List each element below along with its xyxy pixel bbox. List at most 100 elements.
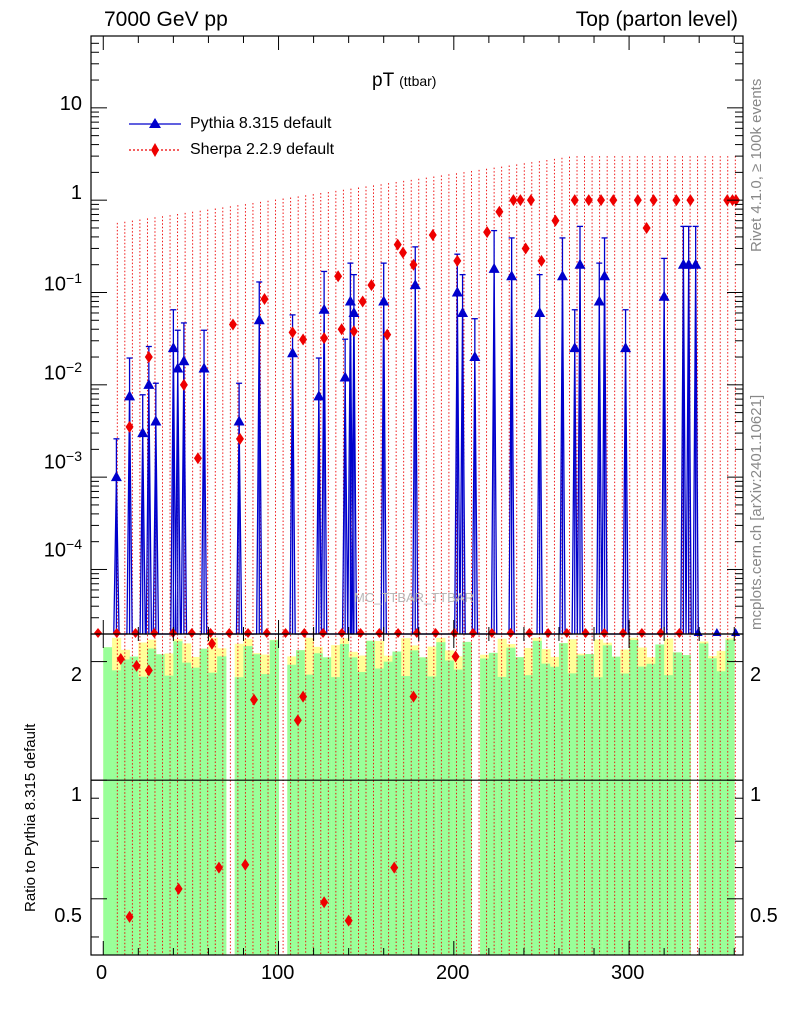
sherpa-zero-point — [225, 628, 234, 638]
main-y-tick-1: 1 — [70, 182, 82, 204]
sherpa-zero-point — [431, 628, 440, 638]
band-inner-bin — [515, 657, 525, 955]
legend-markers — [129, 118, 181, 157]
x-tick-200: 200 — [436, 962, 470, 984]
sherpa-zero-point — [319, 628, 328, 638]
sherpa-point — [288, 326, 297, 339]
pythia-point — [339, 371, 351, 382]
band-inner-bin — [629, 639, 639, 955]
ratio-y-tick-2-left: 2 — [70, 664, 82, 686]
band-inner-bin — [585, 654, 595, 955]
band-inner-bin — [664, 675, 674, 955]
sherpa-point — [334, 270, 343, 283]
sherpa-point — [125, 420, 134, 433]
pythia-line — [113, 264, 699, 635]
pythia-zero-point — [731, 628, 741, 636]
sherpa-zero-point — [131, 628, 140, 638]
ratio-point — [132, 659, 141, 672]
chart-title-main: pT — [372, 70, 394, 91]
ratio-frame — [90, 633, 744, 956]
sherpa-point — [320, 332, 329, 345]
band-inner-bin — [594, 677, 604, 955]
ratio-point — [144, 664, 153, 677]
sherpa-zero-point — [544, 628, 553, 638]
ratio-point — [116, 653, 125, 666]
x-tick-0: 0 — [96, 962, 108, 984]
band-inner-bin — [558, 643, 569, 955]
pythia-point — [318, 303, 330, 314]
pythia-point — [534, 306, 546, 317]
band-inner-bin — [497, 676, 507, 955]
sherpa-point — [633, 194, 642, 207]
main-y-tick-10: 10 — [59, 93, 82, 115]
sherpa-point — [551, 214, 560, 227]
axes-frame — [90, 35, 744, 956]
sherpa-point — [609, 194, 618, 207]
band-inner-bin — [523, 675, 534, 955]
ratio-y-tick-0.5-right: 0.5 — [750, 905, 778, 927]
band-inner-bin — [699, 643, 709, 955]
pythia-point — [233, 415, 245, 426]
band-inner-bin — [488, 652, 499, 955]
band-inner-bin — [339, 643, 350, 955]
main-y-tick-1e-3: 10−3 — [43, 448, 82, 474]
ratio-point — [250, 693, 258, 706]
sherpa-zero-point — [656, 628, 665, 638]
band-inner-bin — [707, 658, 718, 955]
sherpa-point — [672, 194, 681, 207]
sherpa-point — [526, 194, 535, 207]
header-right: Top (parton level) — [575, 8, 738, 31]
ratio-point — [344, 914, 353, 927]
ratio-point — [451, 650, 460, 663]
sherpa-point — [393, 238, 402, 251]
pythia-point — [178, 355, 190, 366]
sherpa-point — [483, 226, 492, 239]
main-y-tick-1e-4: 10−4 — [43, 536, 82, 562]
band-inner-bin — [366, 640, 376, 955]
sherpa-point — [367, 279, 376, 292]
sherpa-zero-point — [469, 628, 478, 638]
band-inner-bin — [103, 647, 113, 955]
sherpa-zero-point — [112, 628, 121, 638]
ratio-point — [207, 637, 216, 650]
band-inner-bin — [646, 663, 656, 955]
sherpa-point — [179, 378, 188, 391]
mcplots-reference-label: mcplots.cern.ch [arXiv:2401.10621] — [748, 394, 765, 630]
sherpa-point — [337, 323, 346, 336]
rivet-version-label: Rivet 4.1.0, ≥ 100k events — [748, 78, 765, 252]
band-inner-bin — [445, 660, 455, 955]
sherpa-zero-point — [506, 628, 515, 638]
band-inner-bin — [234, 677, 244, 955]
legend-sherpa-label: Sherpa 2.2.9 default — [190, 141, 335, 158]
pythia-point — [556, 270, 568, 281]
sherpa-zero-point — [356, 628, 365, 638]
band-inner-bin — [164, 675, 174, 955]
band-inner-bin — [637, 666, 648, 955]
band-inner-bin — [243, 646, 253, 955]
band-inner-bin — [672, 652, 683, 955]
x-tick-300: 300 — [611, 962, 645, 984]
sherpa-point — [686, 194, 695, 207]
band-inner-bin — [173, 641, 183, 955]
x-tick-100: 100 — [261, 962, 295, 984]
band-inner-bin — [480, 658, 490, 955]
band-inner-bin — [296, 650, 306, 955]
band-inner-bin — [331, 677, 341, 955]
band-inner-bin — [541, 663, 551, 955]
sherpa-point — [358, 295, 367, 308]
sherpa-point — [428, 228, 437, 241]
sherpa-point — [299, 333, 308, 346]
sherpa-point — [235, 432, 244, 445]
band-inner-bin — [120, 659, 130, 955]
legend-sherpa-diamond-icon — [151, 143, 159, 157]
band-inner-bin — [725, 639, 735, 955]
band-inner-bin — [453, 669, 463, 955]
band-inner-bin — [392, 651, 402, 955]
pythia-point — [198, 362, 210, 373]
sherpa-zero-point — [375, 628, 384, 638]
sherpa-point — [398, 246, 407, 259]
pythia-series-line — [113, 264, 699, 635]
ratio-point — [320, 896, 329, 909]
pythia-point — [658, 290, 670, 301]
sherpa-point — [383, 328, 392, 341]
